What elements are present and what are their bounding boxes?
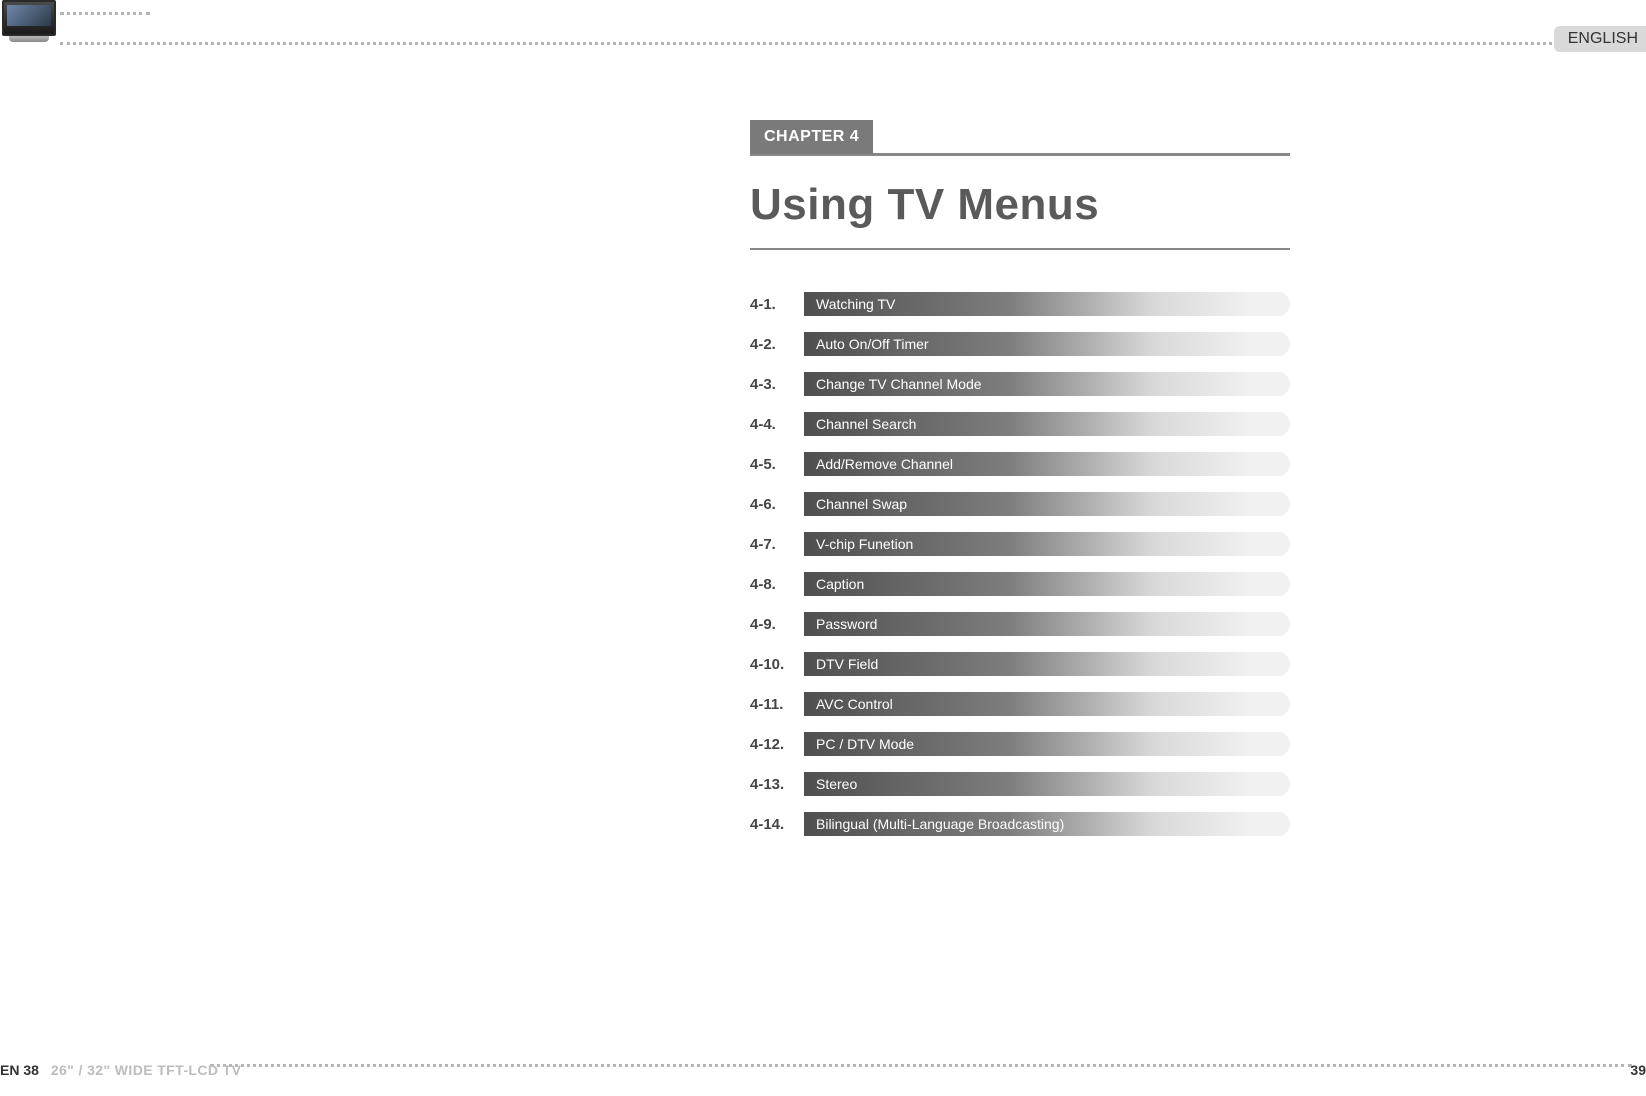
toc-bar: Password	[804, 612, 1290, 636]
toc-row: 4-11. AVC Control	[750, 692, 1290, 716]
toc-number: 4-9.	[750, 616, 804, 633]
toc-bar: Channel Swap	[804, 492, 1290, 516]
toc-number: 4-3.	[750, 376, 804, 393]
toc-label: DTV Field	[816, 656, 878, 672]
chapter-title: Using TV Menus	[750, 180, 1290, 230]
footer-left: EN 38 26" / 32" WIDE TFT-LCD TV	[0, 1062, 241, 1078]
toc-bar: Channel Search	[804, 412, 1290, 436]
tv-screen-icon	[7, 5, 51, 26]
toc-label: Channel Search	[816, 416, 916, 432]
page-number-right: 39	[1630, 1062, 1646, 1078]
chapter-label: CHAPTER 4	[750, 120, 873, 154]
toc-bar: DTV Field	[804, 652, 1290, 676]
toc-bar: Change TV Channel Mode	[804, 372, 1290, 396]
chapter-content: CHAPTER 4 Using TV Menus 4-1. Watching TV…	[750, 120, 1290, 852]
toc-bar: PC / DTV Mode	[804, 732, 1290, 756]
toc-row: 4-10. DTV Field	[750, 652, 1290, 676]
page-number-left: EN 38	[0, 1062, 39, 1078]
toc-row: 4-7. V-chip Funetion	[750, 532, 1290, 556]
toc-number: 4-2.	[750, 336, 804, 353]
toc-bar: Stereo	[804, 772, 1290, 796]
toc-bar: Bilingual (Multi-Language Broadcasting)	[804, 812, 1290, 836]
toc-bar: Add/Remove Channel	[804, 452, 1290, 476]
language-tab: ENGLISH	[1554, 26, 1646, 52]
toc-row: 4-6. Channel Swap	[750, 492, 1290, 516]
product-name: 26" / 32" WIDE TFT-LCD TV	[51, 1062, 242, 1078]
chapter-rule-thin	[750, 248, 1290, 250]
chapter-toc: 4-1. Watching TV 4-2. Auto On/Off Timer 4-3.…	[750, 292, 1290, 836]
toc-row: 4-9. Password	[750, 612, 1290, 636]
toc-label: V-chip Funetion	[816, 536, 913, 552]
toc-row: 4-12. PC / DTV Mode	[750, 732, 1290, 756]
toc-row: 4-4. Channel Search	[750, 412, 1290, 436]
toc-number: 4-7.	[750, 536, 804, 553]
toc-row: 4-2. Auto On/Off Timer	[750, 332, 1290, 356]
toc-number: 4-11.	[750, 696, 804, 713]
tv-stand-icon	[9, 36, 49, 42]
toc-number: 4-12.	[750, 736, 804, 753]
toc-bar: Caption	[804, 572, 1290, 596]
toc-number: 4-6.	[750, 496, 804, 513]
toc-label: Stereo	[816, 776, 857, 792]
toc-label: AVC Control	[816, 696, 893, 712]
toc-number: 4-14.	[750, 816, 804, 833]
toc-bar: AVC Control	[804, 692, 1290, 716]
page: ENGLISH CHAPTER 4 Using TV Menus 4-1. Wat…	[0, 0, 1646, 1096]
decorative-dots-top-short	[60, 12, 150, 18]
toc-row: 4-5. Add/Remove Channel	[750, 452, 1290, 476]
toc-number: 4-4.	[750, 416, 804, 433]
toc-number: 4-13.	[750, 776, 804, 793]
toc-label: Channel Swap	[816, 496, 907, 512]
toc-number: 4-5.	[750, 456, 804, 473]
toc-label: PC / DTV Mode	[816, 736, 914, 752]
toc-bar: Auto On/Off Timer	[804, 332, 1290, 356]
tv-body-icon	[2, 0, 56, 36]
toc-number: 4-10.	[750, 656, 804, 673]
toc-label: Watching TV	[816, 296, 895, 312]
toc-row: 4-8. Caption	[750, 572, 1290, 596]
toc-label: Change TV Channel Mode	[816, 376, 982, 392]
toc-row: 4-13. Stereo	[750, 772, 1290, 796]
toc-row: 4-14. Bilingual (Multi-Language Broadcast…	[750, 812, 1290, 836]
tv-icon	[2, 0, 56, 42]
decorative-dots-top-long	[60, 42, 1582, 48]
decorative-dots-bottom	[210, 1064, 1632, 1070]
toc-label: Caption	[816, 576, 864, 592]
toc-bar: V-chip Funetion	[804, 532, 1290, 556]
toc-bar: Watching TV	[804, 292, 1290, 316]
toc-row: 4-3. Change TV Channel Mode	[750, 372, 1290, 396]
toc-row: 4-1. Watching TV	[750, 292, 1290, 316]
toc-label: Auto On/Off Timer	[816, 336, 929, 352]
toc-number: 4-1.	[750, 296, 804, 313]
toc-label: Add/Remove Channel	[816, 456, 953, 472]
toc-label: Bilingual (Multi-Language Broadcasting)	[816, 816, 1064, 832]
toc-number: 4-8.	[750, 576, 804, 593]
toc-label: Password	[816, 616, 877, 632]
